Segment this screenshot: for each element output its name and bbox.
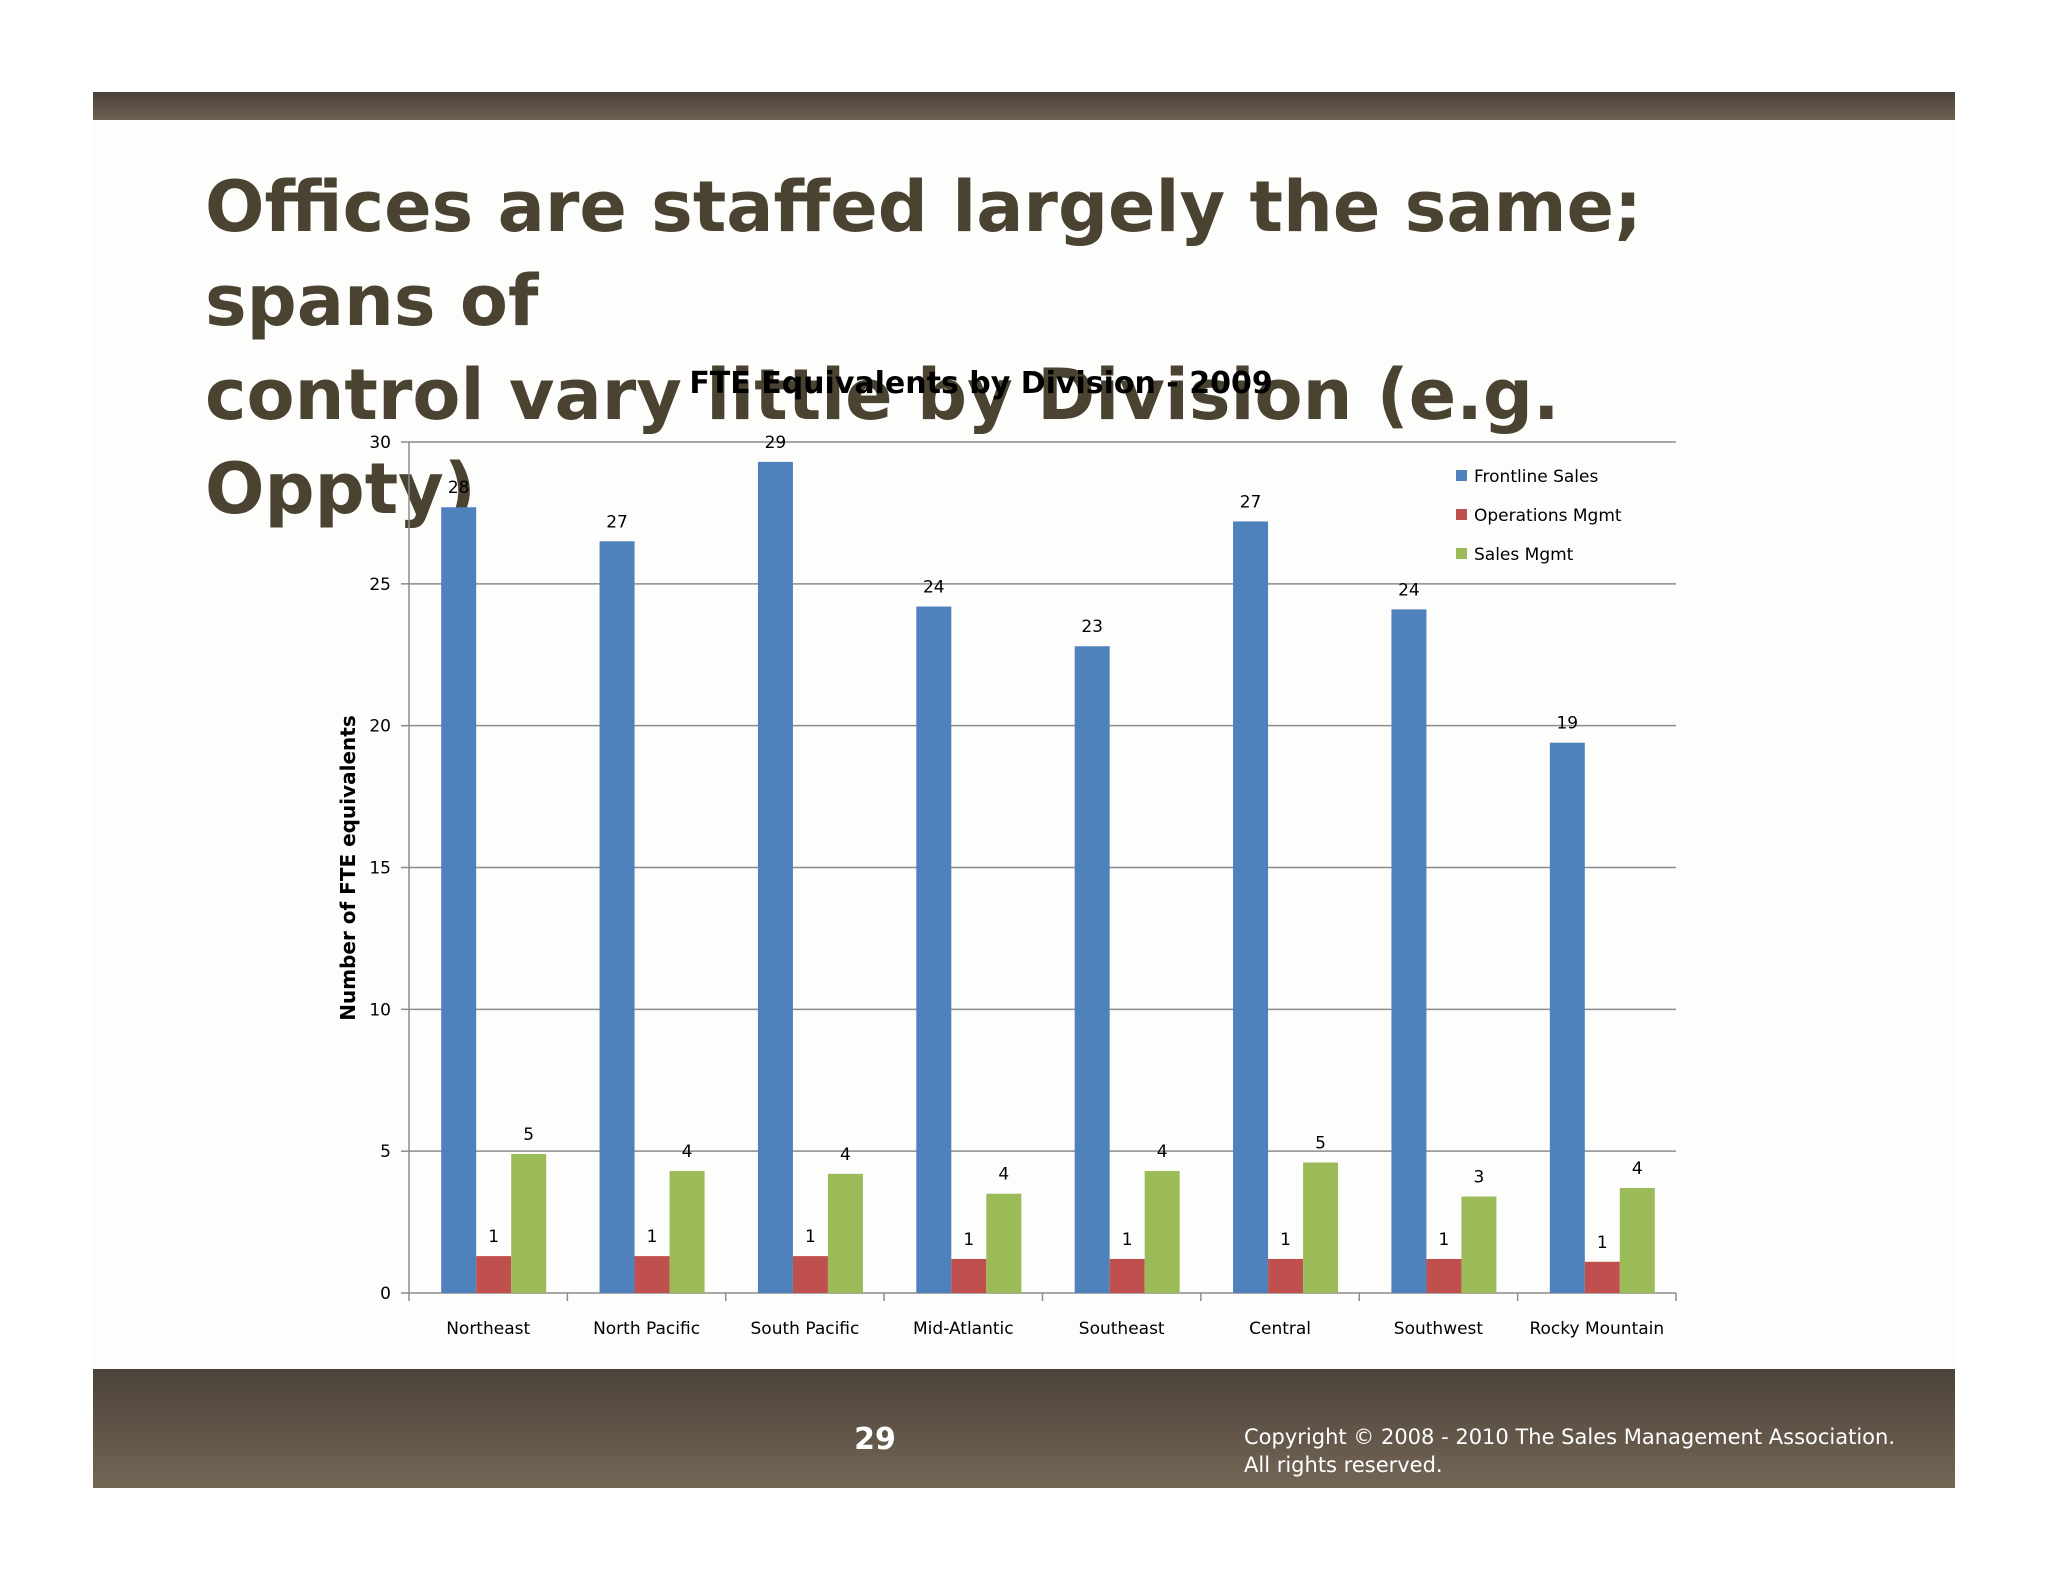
legend-label-sales-mgmt: Sales Mgmt: [1474, 545, 1574, 565]
bar-sales-mgmt: [986, 1193, 1022, 1293]
x-tick-label: Mid-Atlantic: [913, 1319, 1014, 1339]
bar-operations: [1268, 1258, 1304, 1293]
data-label-sales-mgmt: 4: [1157, 1142, 1168, 1162]
data-label-operations: 1: [1122, 1230, 1133, 1250]
data-label-frontline: 27: [1240, 492, 1262, 512]
data-label-frontline: 23: [1081, 617, 1103, 637]
data-label-frontline: 24: [923, 578, 945, 598]
data-label-sales-mgmt: 4: [840, 1145, 851, 1165]
y-tick-label: 0: [380, 1284, 391, 1304]
data-label-sales-mgmt: 4: [998, 1165, 1009, 1185]
slide-title: Offices are staffed largely the same; sp…: [205, 160, 1805, 536]
y-tick-label: 25: [369, 575, 391, 595]
bar-sales-mgmt: [669, 1171, 705, 1293]
bar-operations: [951, 1258, 987, 1293]
data-label-frontline: 24: [1398, 580, 1420, 600]
data-label-operations: 1: [1439, 1230, 1450, 1250]
bar-frontline: [1074, 646, 1110, 1293]
legend-swatch-frontline: [1456, 470, 1467, 481]
x-tick-label: South Pacific: [751, 1319, 860, 1339]
data-label-operations: 1: [1280, 1230, 1291, 1250]
slide-title-line-2: control vary little by Division (e.g. Op…: [205, 354, 1560, 530]
y-tick-label: 5: [380, 1142, 391, 1162]
legend-label-frontline: Frontline Sales: [1474, 467, 1598, 487]
bar-sales-mgmt: [1144, 1171, 1180, 1293]
bar-sales-mgmt: [827, 1173, 863, 1293]
bar-sales-mgmt: [1461, 1196, 1497, 1293]
bar-operations: [1426, 1258, 1462, 1293]
bar-operations: [792, 1256, 828, 1293]
bar-sales-mgmt: [1619, 1188, 1655, 1293]
legend-swatch-sales-mgmt: [1456, 548, 1467, 559]
x-tick-label: Southeast: [1079, 1319, 1165, 1339]
data-label-sales-mgmt: 5: [523, 1125, 534, 1145]
bar-operations: [1584, 1261, 1620, 1293]
legend-swatch-operations: [1456, 509, 1467, 520]
data-label-frontline: 28: [448, 478, 470, 498]
bar-frontline: [441, 507, 477, 1293]
x-tick-label: Northeast: [446, 1319, 530, 1339]
x-tick-label: North Pacific: [593, 1319, 700, 1339]
data-label-sales-mgmt: 4: [682, 1142, 693, 1162]
data-label-operations: 1: [1597, 1233, 1608, 1253]
slide-title-line-1: Offices are staffed largely the same; sp…: [205, 166, 1642, 342]
bar-sales-mgmt: [511, 1154, 547, 1293]
y-tick-label: 20: [369, 717, 391, 737]
y-tick-label: 30: [369, 433, 391, 453]
y-axis-label: Number of FTE equivalents: [336, 715, 360, 1021]
data-label-operations: 1: [805, 1227, 816, 1247]
data-label-frontline: 19: [1556, 714, 1578, 734]
copyright-line-2: All rights reserved.: [1244, 1453, 1443, 1477]
x-tick-label: Rocky Mountain: [1529, 1319, 1664, 1339]
bar-operations: [1109, 1258, 1145, 1293]
data-label-frontline: 29: [765, 433, 787, 453]
data-label-frontline: 27: [606, 512, 628, 532]
y-tick-label: 15: [369, 859, 391, 879]
x-tick-label: Southwest: [1394, 1319, 1484, 1339]
copyright-line-1: Copyright © 2008 - 2010 The Sales Manage…: [1244, 1425, 1896, 1449]
data-label-operations: 1: [647, 1227, 658, 1247]
bar-sales-mgmt: [1303, 1162, 1339, 1293]
bar-frontline: [1549, 742, 1585, 1293]
bar-frontline: [916, 606, 952, 1293]
chart-title: FTE Equivalents by Division - 2009: [689, 366, 1272, 401]
bar-operations: [476, 1256, 512, 1293]
data-label-sales-mgmt: 5: [1315, 1134, 1326, 1154]
bar-frontline: [599, 541, 635, 1293]
data-label-operations: 1: [488, 1227, 499, 1247]
bar-frontline: [757, 461, 793, 1293]
data-label-operations: 1: [963, 1230, 974, 1250]
page-number: 29: [854, 1422, 896, 1457]
data-label-sales-mgmt: 4: [1632, 1159, 1643, 1179]
x-tick-label: Central: [1249, 1319, 1311, 1339]
header-bar: [93, 92, 1955, 120]
bar-operations: [634, 1256, 670, 1293]
bar-frontline: [1391, 609, 1427, 1293]
data-label-sales-mgmt: 3: [1474, 1168, 1485, 1188]
y-tick-label: 10: [369, 1000, 391, 1020]
bar-frontline: [1233, 521, 1269, 1293]
legend-label-operations: Operations Mgmt: [1474, 506, 1622, 526]
copyright-notice: Copyright © 2008 - 2010 The Sales Manage…: [1244, 1423, 1895, 1479]
footer-bar: [93, 1369, 1955, 1488]
